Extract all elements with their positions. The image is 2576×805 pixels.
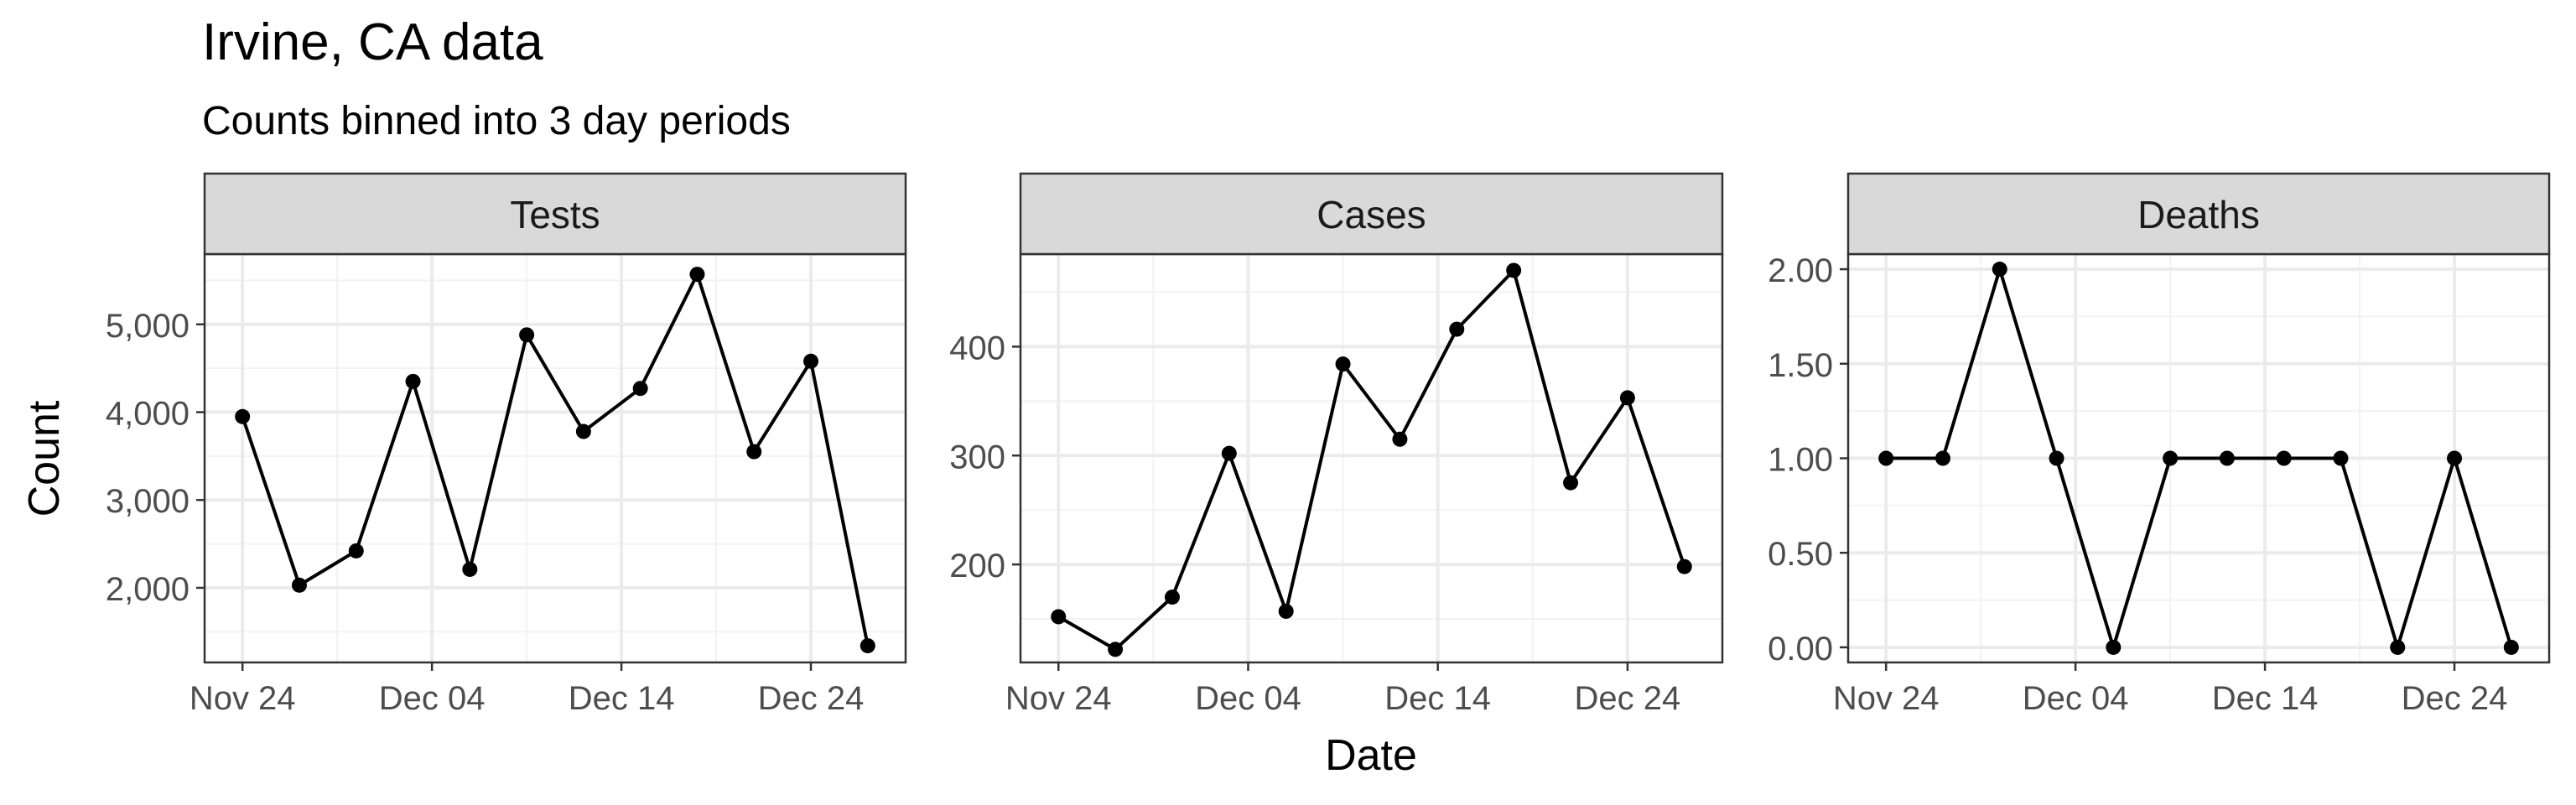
x-tick-label: Nov 24: [1005, 680, 1112, 717]
data-point: [689, 267, 705, 283]
y-tick-label: 200: [949, 548, 1005, 584]
facet-panels: Tests 2,000 3,000 4,000 5,000 Nov 24 Dec 04 Dec…: [106, 172, 2551, 717]
y-axis-title: Count: [20, 400, 69, 517]
data-point: [1878, 450, 1894, 466]
data-point: [803, 353, 819, 369]
data-point: [519, 327, 535, 343]
strip-background: [1846, 172, 2551, 256]
x-tick-label: Dec 04: [2023, 680, 2129, 717]
data-point: [405, 373, 421, 389]
x-tick-label: Nov 24: [190, 680, 296, 717]
data-point: [1108, 641, 1124, 657]
chart-title: Irvine, CA data: [202, 13, 543, 71]
x-tick-label: Nov 24: [1833, 680, 1940, 717]
panel-background: [205, 254, 906, 662]
facet-tests: Tests 2,000 3,000 4,000 5,000 Nov 24 Dec 04 Dec…: [106, 172, 907, 717]
y-tick-label: 1.50: [1768, 347, 1833, 384]
data-point: [2163, 450, 2179, 466]
data-point: [235, 408, 251, 424]
x-tick-label: Dec 24: [1575, 680, 1681, 717]
panel-background: [1021, 254, 1722, 662]
data-point: [1506, 262, 1522, 278]
y-tick-label: 0.00: [1768, 631, 1833, 667]
data-point: [462, 561, 478, 577]
strip-label: Deaths: [2137, 193, 2260, 236]
facet-cases: Cases 200 300 400 Nov 24 Dec 04 Dec 14 Dec 24: [949, 172, 1724, 717]
x-tick-label: Dec 14: [1384, 680, 1491, 717]
y-tick-label: 300: [949, 439, 1005, 475]
y-tick-label: 2.00: [1768, 252, 1833, 289]
x-tick-label: Dec 04: [1195, 680, 1301, 717]
x-tick-label: Dec 24: [758, 680, 865, 717]
strip-label: Cases: [1317, 193, 1426, 236]
data-point: [1221, 445, 1237, 461]
series-line: [241, 273, 870, 647]
data-point: [2503, 639, 2519, 655]
series-line: [1886, 267, 2513, 649]
data-point: [1992, 262, 2007, 278]
y-tick-label: 1.00: [1768, 442, 1833, 479]
strip-background: [1019, 172, 1724, 256]
data-point: [2333, 450, 2349, 466]
data-point: [2276, 450, 2292, 466]
data-point: [1563, 475, 1579, 491]
chart-subtitle: Counts binned into 3 day periods: [202, 99, 791, 143]
y-tick-label: 4,000: [106, 396, 190, 433]
series-line: [1057, 268, 1686, 652]
data-point: [746, 444, 762, 460]
data-point: [2447, 450, 2463, 466]
data-point: [1164, 589, 1180, 605]
data-point: [1935, 450, 1950, 466]
data-point: [2106, 639, 2122, 655]
data-point: [1449, 321, 1465, 337]
data-point: [632, 381, 648, 397]
strip-label: Tests: [510, 193, 600, 236]
y-tick-label: 2,000: [106, 571, 190, 608]
x-axis-title: Date: [1325, 731, 1417, 780]
x-tick-label: Dec 24: [2402, 680, 2508, 717]
data-point: [291, 577, 307, 593]
data-point: [1392, 431, 1408, 447]
data-point: [348, 543, 364, 558]
data-point: [1619, 390, 1635, 406]
data-point: [1676, 558, 1692, 574]
facet-deaths: Deaths 0.00 0.50 1.00 1.50 2.00 Nov 24 Dec 04 De…: [1768, 172, 2551, 717]
data-point: [1278, 603, 1294, 619]
data-point: [2219, 450, 2235, 466]
x-tick-label: Dec 14: [2212, 680, 2319, 717]
y-tick-label: 0.50: [1768, 536, 1833, 573]
y-tick-label: 3,000: [106, 483, 190, 520]
y-tick-label: 400: [949, 330, 1005, 366]
x-tick-label: Dec 14: [569, 680, 675, 717]
data-point: [2049, 450, 2064, 466]
data-point: [1051, 609, 1067, 625]
data-point: [860, 638, 875, 654]
data-point: [1335, 356, 1351, 372]
y-tick-label: 5,000: [106, 308, 190, 345]
strip-background: [203, 172, 907, 256]
data-point: [2390, 639, 2406, 655]
x-tick-label: Dec 04: [379, 680, 486, 717]
data-point: [575, 423, 591, 439]
